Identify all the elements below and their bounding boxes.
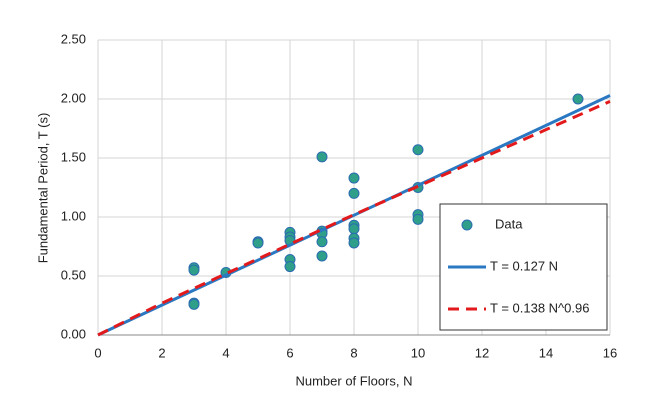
x-tick-label: 12 bbox=[475, 345, 489, 360]
x-axis-title: Number of Floors, N bbox=[295, 373, 412, 388]
data-point bbox=[412, 213, 424, 225]
data-point bbox=[252, 237, 264, 249]
x-tick-label: 2 bbox=[158, 345, 165, 360]
data-point bbox=[188, 264, 200, 276]
x-tick-label: 4 bbox=[222, 345, 229, 360]
data-point bbox=[316, 250, 328, 262]
data-point bbox=[284, 261, 296, 273]
data-point bbox=[348, 237, 360, 249]
x-tick-label: 8 bbox=[350, 345, 357, 360]
y-tick-label: 0.50 bbox=[61, 267, 86, 282]
plot-area bbox=[97, 93, 611, 337]
fit-line bbox=[97, 94, 611, 337]
data-point bbox=[412, 144, 424, 156]
x-tick-label: 6 bbox=[286, 345, 293, 360]
x-tick-label: 16 bbox=[603, 345, 617, 360]
x-tick-label: 14 bbox=[539, 345, 553, 360]
x-tick-label: 0 bbox=[94, 345, 101, 360]
data-point bbox=[316, 236, 328, 248]
y-axis-title: Fundamental Period, T (s) bbox=[35, 113, 50, 264]
data-point bbox=[348, 223, 360, 235]
y-tick-label: 2.00 bbox=[61, 90, 86, 105]
legend: Data T = 0.127 N T = 0.138 N^0.96 bbox=[439, 203, 608, 331]
legend-marker bbox=[461, 219, 473, 231]
data-point bbox=[348, 187, 360, 199]
legend-label: T = 0.127 N bbox=[490, 258, 558, 273]
legend-label: Data bbox=[495, 216, 523, 231]
y-tick-label: 2.50 bbox=[61, 31, 86, 46]
x-tick-label: 10 bbox=[411, 345, 425, 360]
y-tick-label: 1.00 bbox=[61, 208, 86, 223]
fit-line bbox=[97, 99, 611, 337]
data-point bbox=[188, 298, 200, 310]
data-point bbox=[316, 151, 328, 163]
legend-label: T = 0.138 N^0.96 bbox=[490, 300, 589, 315]
data-point bbox=[348, 172, 360, 184]
data-point bbox=[572, 93, 584, 105]
y-tick-label: 0.00 bbox=[61, 326, 86, 341]
y-tick-label: 1.50 bbox=[61, 149, 86, 164]
